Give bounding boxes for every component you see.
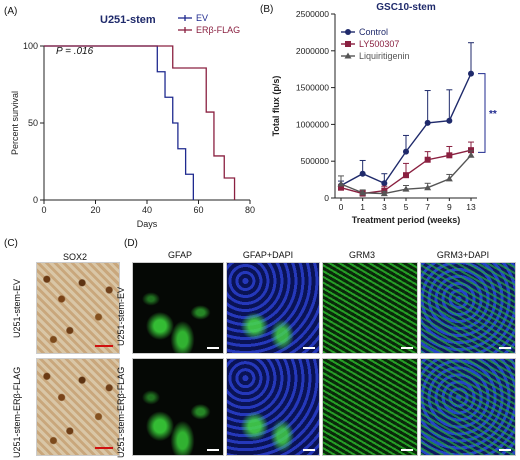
y-tick-label: 2000000 [296, 46, 329, 56]
data-point [445, 175, 453, 182]
x-tick-label: 0 [339, 202, 344, 212]
scale-bar [499, 347, 511, 349]
data-point [338, 184, 344, 191]
data-point [337, 180, 345, 187]
panel-c-stain-label: SOX2 [62, 252, 87, 262]
y-tick-label: 0 [324, 193, 329, 203]
legend-label: ERβ-FLAG [196, 25, 240, 35]
scale-bar [303, 347, 315, 349]
significance-bracket [478, 73, 486, 153]
data-point [446, 117, 453, 124]
x-tick-label: 0 [41, 205, 46, 215]
legend-marker [345, 41, 351, 47]
data-point [468, 147, 474, 154]
data-point [424, 156, 431, 163]
panel-a-label: (A) [4, 6, 18, 17]
x-axis-label: Days [137, 219, 158, 229]
y-tick-label: 500000 [301, 156, 330, 166]
if-gfap-ev [132, 262, 224, 354]
y-tick-label: 2500000 [296, 9, 329, 19]
if-grm3-erb [322, 358, 418, 456]
panel-b-title: GSC10-stem [376, 2, 436, 13]
y-tick-label: 50 [28, 118, 38, 128]
scale-bar [95, 345, 113, 347]
y-tick-label: 1500000 [296, 83, 329, 93]
x-tick-label: 20 [90, 205, 100, 215]
legend-marker [344, 52, 352, 59]
panel-d-row-label-erb: U251-stem-ERβ-FLAG [116, 366, 126, 458]
scale-bar [207, 347, 219, 349]
data-point [359, 189, 367, 196]
panel-d-col-grm3-dapi: GRM3+DAPI [436, 250, 490, 260]
panel-c-label: (C) [4, 238, 18, 249]
data-point [380, 190, 388, 197]
panel-a-title: U251-stem [100, 14, 156, 26]
if-grm3-dapi-ev [420, 262, 516, 354]
x-tick-label: 5 [404, 202, 409, 212]
x-tick-label: 40 [142, 205, 152, 215]
panel-b-label: (B) [260, 4, 274, 15]
ihc-image-erb [36, 358, 120, 456]
x-tick-label: 60 [193, 205, 203, 215]
legend-marker [345, 29, 351, 35]
y-tick-label: 1000000 [296, 119, 329, 129]
data-point [403, 148, 409, 155]
if-gfap-erb [132, 358, 224, 456]
survival-curve [44, 45, 194, 200]
y-tick-label: 0 [33, 195, 38, 205]
scale-bar [499, 449, 511, 451]
if-gfap-dapi-erb [226, 358, 320, 456]
x-tick-label: 9 [447, 202, 452, 212]
x-tick-label: 7 [425, 202, 430, 212]
panel-c-row-label-ev: U251-stem-EV [12, 278, 22, 338]
significance-mark: ** [489, 109, 497, 120]
data-point [403, 172, 409, 179]
legend-label: EV [196, 13, 208, 23]
y-axis-label: Percent survival [10, 91, 20, 155]
data-point [467, 151, 475, 158]
data-point [424, 119, 431, 126]
x-tick-label: 13 [466, 202, 476, 212]
panel-d-row-label-ev: U251-stem-EV [116, 286, 126, 346]
data-point [424, 184, 432, 191]
data-point [446, 152, 453, 159]
legend-label: LY500307 [359, 39, 399, 49]
panel-d-col-gfap-dapi: GFAP+DAPI [242, 250, 294, 260]
scale-bar [303, 449, 315, 451]
data-point [359, 170, 366, 177]
survival-chart: 0 50 100 0 20 40 60 80 Days Percent survival P = .… [10, 13, 255, 229]
panel-d-col-gfap: GFAP [167, 250, 192, 260]
legend-label: Liquiritigenin [359, 51, 410, 61]
data-point [381, 180, 388, 187]
p-value: P = .016 [56, 46, 94, 57]
x-tick-label: 1 [360, 202, 365, 212]
if-gfap-dapi-ev [226, 262, 320, 354]
data-point [402, 185, 410, 192]
scale-bar [401, 449, 413, 451]
legend-label: Control [359, 27, 388, 37]
survival-curve [44, 45, 236, 200]
flux-chart: GSC10-stem 0 500000 1000000 1500000 2000000 25… [271, 2, 497, 225]
if-grm3-dapi-erb [420, 358, 516, 456]
panel-d-label: (D) [124, 238, 138, 249]
y-tick-label: 100 [23, 41, 38, 51]
scale-bar [95, 447, 113, 449]
x-tick-label: 80 [245, 205, 255, 215]
data-point [468, 70, 474, 77]
panel-d-col-grm3: GRM3 [348, 250, 375, 260]
ihc-image-ev [36, 262, 120, 354]
x-tick-label: 3 [382, 202, 387, 212]
scale-bar [401, 347, 413, 349]
y-axis-label: Total flux (p/s) [271, 76, 281, 137]
panel-c-row-label-erb: U251-stem-ERβ-FLAG [12, 366, 22, 458]
scale-bar [207, 449, 219, 451]
x-axis-label: Treatment period (weeks) [352, 215, 461, 225]
if-grm3-ev [322, 262, 418, 354]
